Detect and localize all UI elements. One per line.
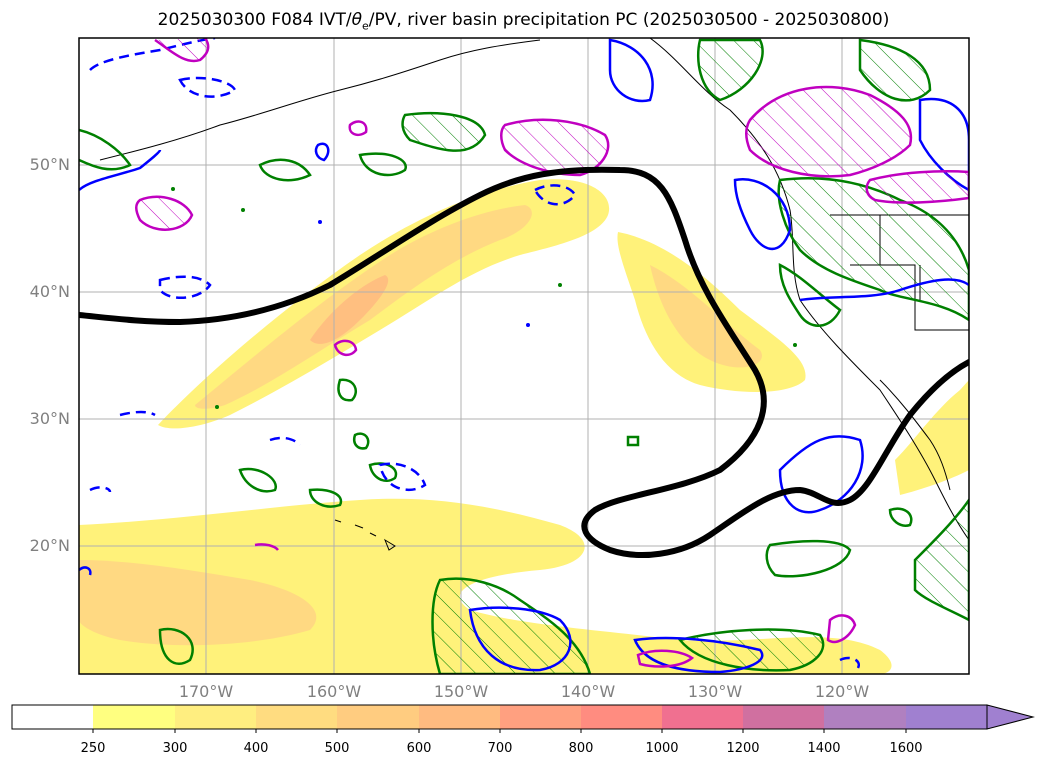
map-title: 2025030300 F084 IVT/θe/PV, river basin p… (157, 10, 890, 33)
map-frame (78, 37, 970, 675)
lat-label-50n: 50°N (29, 155, 70, 174)
green-contours (79, 38, 969, 674)
colorbar-tick-250: 250 (80, 741, 106, 756)
ivt-tropical-core (79, 560, 317, 646)
colorbar-tick-1200: 1200 (726, 741, 760, 756)
blue-contours (79, 38, 969, 674)
colorbar-tick-1600: 1600 (889, 741, 923, 756)
colorbar-tick-500: 500 (324, 741, 350, 756)
colorbar-tick-600: 600 (406, 741, 432, 756)
lat-label-30n: 30°N (29, 409, 70, 428)
colorbar-tick-300: 300 (162, 741, 188, 756)
lon-label-120w: 120°W (814, 682, 870, 701)
magenta-contours (135, 38, 969, 668)
lat-label-40n: 40°N (29, 282, 70, 301)
small-features (171, 187, 797, 409)
ivt-shading (79, 179, 969, 674)
alaska-coast (99, 39, 541, 161)
colorbar-tick-700: 700 (487, 741, 513, 756)
lon-label-150w: 150°W (433, 682, 489, 701)
north-america-coast (649, 38, 969, 541)
baja-coast (879, 379, 951, 491)
hawaii (334, 519, 396, 551)
ivt-coastal (895, 380, 969, 495)
colorbar-tick-1400: 1400 (807, 741, 841, 756)
lat-label-20n: 20°N (29, 536, 70, 555)
colorbar-tick-1000: 1000 (645, 741, 679, 756)
pv-contour (79, 166, 969, 558)
colorbar (11, 704, 1035, 733)
lon-label-170w: 170°W (178, 682, 234, 701)
colorbar-tick-400: 400 (243, 741, 269, 756)
lon-label-160w: 160°W (306, 682, 362, 701)
colorbar-tick-800: 800 (568, 741, 594, 756)
lon-label-130w: 130°W (687, 682, 743, 701)
lon-label-140w: 140°W (560, 682, 616, 701)
